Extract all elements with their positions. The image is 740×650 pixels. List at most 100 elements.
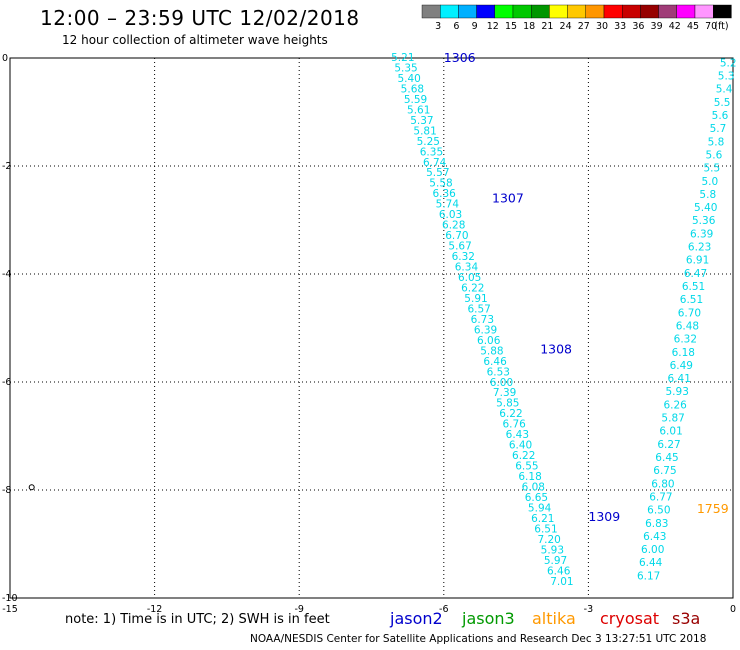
legend-swatch — [603, 4, 623, 19]
swh-value: 6.00 — [641, 544, 664, 556]
legend-swatch — [585, 4, 605, 19]
swh-value: 6.43 — [643, 531, 666, 543]
swh-value: 6.05 — [458, 272, 481, 284]
legend-label: 24 — [560, 21, 572, 32]
x-tick-label: -6 — [439, 604, 448, 615]
legend-label: 6 — [453, 21, 459, 32]
swh-value: 6.43 — [506, 429, 529, 441]
swh-value: 6.39 — [690, 228, 713, 240]
swh-value: 5.94 — [528, 502, 552, 514]
legend-swatch — [476, 4, 496, 19]
y-tick-label: -10 — [2, 593, 18, 604]
swh-value: 6.57 — [467, 303, 490, 315]
swh-value: 5.59 — [404, 94, 427, 106]
swh-value: 6.80 — [651, 478, 674, 490]
swh-value: 7.20 — [537, 534, 560, 546]
swh-value: 5.8 — [708, 136, 725, 148]
swh-value: 6.49 — [670, 360, 693, 372]
legend-label: 18 — [523, 21, 535, 32]
swh-value: 6.70 — [678, 307, 701, 319]
swh-value: 6.39 — [474, 324, 497, 336]
legend-swatch — [440, 4, 459, 19]
swh-value: 6.46 — [547, 565, 571, 577]
legend-label: 27 — [578, 21, 590, 32]
swh-value: 5.68 — [401, 83, 424, 95]
swh-value: 7.01 — [550, 576, 573, 588]
swh-value: 6.65 — [525, 492, 548, 504]
swh-value: 5.37 — [410, 115, 433, 127]
chart-title: 12:00 – 23:59 UTC 12/02/2018 — [40, 6, 360, 30]
swh-value: 6.51 — [680, 294, 703, 306]
swh-value: 5.5 — [714, 97, 731, 109]
legend-swatch — [512, 4, 532, 19]
legend-label: 33 — [614, 21, 626, 32]
y-tick-label: -2 — [2, 161, 11, 172]
swh-value: 6.46 — [483, 356, 507, 368]
plot-frame — [9, 57, 734, 599]
swh-value: 6.26 — [663, 399, 687, 411]
satellite-label-s3a: s3a — [672, 609, 701, 628]
swh-value: 5.87 — [661, 413, 684, 425]
legend-label: 3 — [435, 21, 441, 32]
legend-swatch — [622, 4, 641, 19]
swh-value: 6.50 — [647, 505, 670, 517]
swh-value: 5.8 — [699, 189, 716, 201]
satellite-label-jason3: jason3 — [462, 609, 515, 628]
swh-value: 6.32 — [452, 251, 475, 263]
swh-value: 6.17 — [637, 570, 660, 582]
footnote: note: 1) Time is in UTC; 2) SWH is in fe… — [65, 612, 330, 627]
credit-footer: NOAA/NESDIS Center for Satellite Applica… — [250, 633, 707, 645]
swh-value: 6.77 — [649, 491, 672, 503]
swh-value: 5.6 — [706, 149, 723, 161]
legend-swatch — [676, 4, 696, 19]
swh-value: 5.61 — [407, 104, 430, 116]
swh-value: 5.5 — [704, 163, 721, 175]
swh-value: 5.97 — [544, 555, 567, 567]
swh-value: 6.74 — [423, 157, 447, 169]
legend-swatch — [494, 4, 514, 19]
swh-value: 6.06 — [477, 335, 501, 347]
chart-subtitle: 12 hour collection of altimeter wave hei… — [62, 33, 328, 47]
swh-value: 6.73 — [471, 314, 494, 326]
swh-value: 5.6 — [712, 110, 729, 122]
swh-value: 6.48 — [676, 320, 699, 332]
legend-label: 9 — [472, 21, 478, 32]
swh-value: 6.47 — [684, 268, 707, 280]
legend-swatch — [658, 4, 677, 19]
legend-label: 21 — [541, 21, 553, 32]
legend-unit: (ft) — [714, 21, 728, 32]
pass-time-label: 1307 — [492, 190, 524, 205]
swh-value: 6.00 — [490, 377, 513, 389]
legend-swatch — [567, 4, 586, 19]
swh-value: 6.36 — [432, 188, 456, 200]
swh-value: 5.57 — [426, 167, 449, 179]
swh-value: 6.22 — [512, 450, 535, 462]
pass-time-label: 1759 — [697, 501, 729, 516]
swh-value: 6.03 — [439, 209, 462, 221]
swh-value: 6.22 — [461, 282, 484, 294]
swh-value: 6.70 — [445, 230, 468, 242]
swh-value: 6.55 — [515, 461, 538, 473]
y-tick-label: 0 — [2, 53, 8, 64]
swh-value: 5.40 — [397, 73, 420, 85]
color-legend: 3 6 9 12 15 18 21 24 27 30 33 36 39 42 45 70(ft) — [421, 4, 732, 32]
legend-swatch — [713, 4, 732, 19]
x-tick-label: -12 — [147, 604, 163, 615]
swh-value: 6.83 — [645, 518, 668, 530]
legend-label: 39 — [651, 21, 663, 32]
swh-value: 6.22 — [499, 408, 522, 420]
satellite-label-cryosat: cryosat — [600, 609, 660, 628]
x-tick-label: 0 — [730, 604, 736, 615]
swh-value: 5.3 — [718, 71, 735, 83]
legend-label: 30 — [596, 21, 608, 32]
x-tick-label: -3 — [584, 604, 593, 615]
pass-time-label: 1309 — [588, 509, 620, 524]
y-tick-label: -8 — [2, 485, 11, 496]
legend-swatch — [640, 4, 659, 19]
swh-value: 6.21 — [531, 513, 554, 525]
swh-value: 6.45 — [655, 452, 678, 464]
swh-value: 6.27 — [657, 439, 680, 451]
swh-value: 6.32 — [674, 334, 697, 346]
swh-value: 6.23 — [688, 242, 711, 254]
